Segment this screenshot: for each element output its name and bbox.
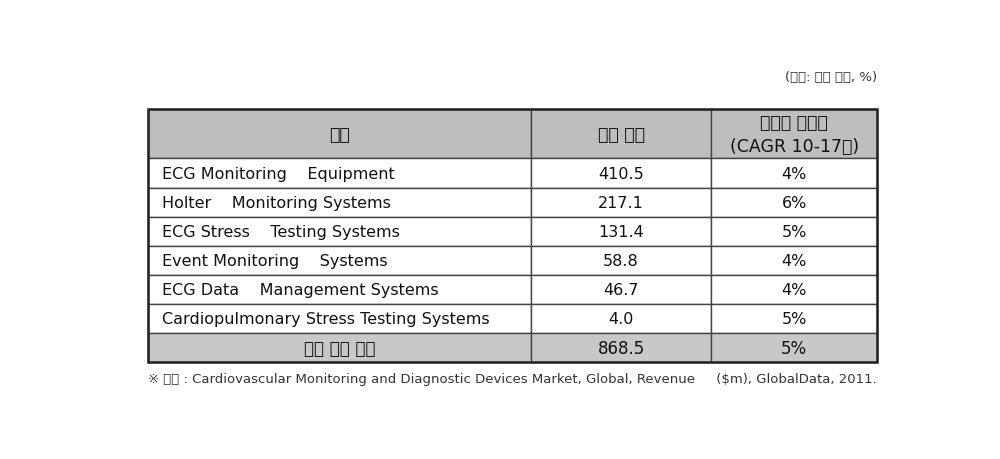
Bar [148,110,877,363]
Bar [711,275,877,304]
Text: 4%: 4% [781,282,807,297]
Text: ※ 자료 : Cardiovascular Monitoring and Diagnostic Devices Market, Global, Revenue : ※ 자료 : Cardiovascular Monitoring and Dia… [148,372,877,386]
Bar [711,159,877,188]
Bar [531,334,711,363]
Bar [711,304,877,334]
Bar [148,304,531,334]
Text: ECG Stress    Testing Systems: ECG Stress Testing Systems [162,224,400,239]
Text: 46.7: 46.7 [603,282,639,297]
Text: 6%: 6% [781,195,807,210]
Bar [148,188,531,217]
Text: 4%: 4% [781,166,807,181]
Bar [531,188,711,217]
Text: ECG Data    Management Systems: ECG Data Management Systems [162,282,439,297]
Bar [711,188,877,217]
Bar [531,275,711,304]
Text: 5%: 5% [781,339,807,357]
Text: 전체 시장 규모: 전체 시장 규모 [304,339,375,357]
Bar [148,159,531,188]
Text: 410.5: 410.5 [598,166,644,181]
Text: Holter    Monitoring Systems: Holter Monitoring Systems [162,195,391,210]
Text: 131.4: 131.4 [598,224,644,239]
Bar [531,217,711,246]
Bar [148,246,531,275]
Text: ECG Monitoring    Equipment: ECG Monitoring Equipment [162,166,395,181]
Text: 4%: 4% [781,253,807,269]
Text: 연평균 성장률
(CAGR 10-17년): 연평균 성장률 (CAGR 10-17년) [730,114,859,155]
Bar [531,159,711,188]
Text: 4.0: 4.0 [608,312,634,326]
Bar [711,334,877,363]
Bar [148,334,531,363]
Text: 58.8: 58.8 [603,253,639,269]
Bar [148,275,531,304]
Bar [531,246,711,275]
Bar [148,217,531,246]
Bar [531,304,711,334]
Bar [711,246,877,275]
Text: 시장 규모: 시장 규모 [598,125,645,144]
Text: 868.5: 868.5 [597,339,645,357]
Bar [711,110,877,159]
Text: 구분: 구분 [329,125,350,144]
Text: (단위: 백만 달러, %): (단위: 백만 달러, %) [785,71,877,84]
Text: 5%: 5% [781,312,807,326]
Text: Cardiopulmonary Stress Testing Systems: Cardiopulmonary Stress Testing Systems [162,312,490,326]
Text: 217.1: 217.1 [598,195,644,210]
Text: 5%: 5% [781,224,807,239]
Text: Event Monitoring    Systems: Event Monitoring Systems [162,253,388,269]
Bar [711,217,877,246]
Bar [148,110,531,159]
Bar [531,110,711,159]
